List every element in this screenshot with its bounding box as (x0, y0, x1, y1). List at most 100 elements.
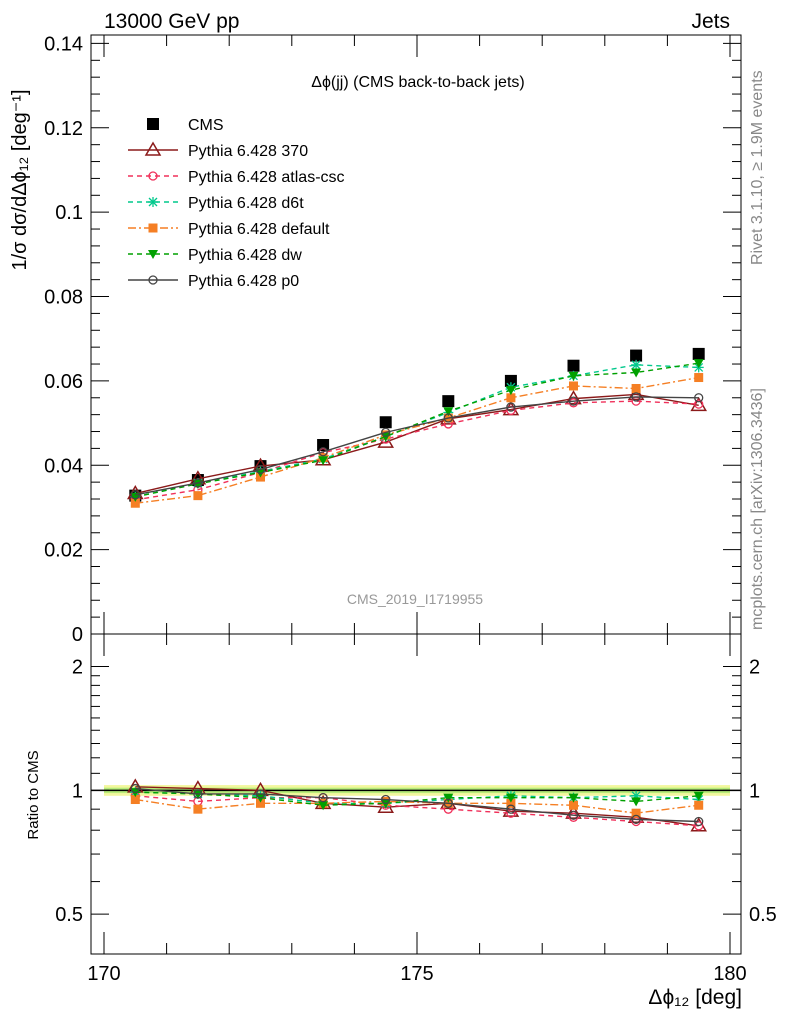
legend-entry: Pythia 6.428 atlas-csc (128, 169, 345, 186)
ratio-series-4-point (505, 793, 516, 803)
main-series-6-point (694, 393, 704, 403)
main-series-0-point (692, 347, 705, 360)
main-series-1-point (627, 385, 645, 401)
main-y-tick-label: 0.04 (44, 455, 83, 477)
ratio-series-5-point (130, 783, 140, 794)
mcplots-label: mcplots.cern.ch [arXiv:1306.3436] (749, 388, 766, 630)
main-series-4-point (506, 393, 516, 403)
main-plot-title: Δϕ(jj) (CMS back-to-back jets) (311, 74, 524, 91)
ratio-series-0-line (135, 786, 699, 827)
ratio-y-tick-label: 0.5 (55, 904, 83, 926)
ratio-series-4-point (631, 797, 642, 807)
main-series-1-line (135, 393, 699, 495)
main-series-4-line (135, 376, 699, 504)
ratio-plot-panel: 0.5 0.5 1 1 2 2 (55, 633, 777, 955)
main-series-6-point (631, 392, 641, 402)
main-y-axis-label: 1/σ dσ/dΔϕ₁₂ [deg⁻¹] (9, 89, 31, 270)
ratio-series-5-line (135, 787, 699, 823)
legend-entry: Pythia 6.428 d6t (128, 195, 304, 212)
main-series-5-point (693, 359, 704, 369)
header-right: Jets (691, 10, 730, 33)
ratio-series-4-point (318, 801, 329, 811)
main-series-0-point (567, 359, 580, 372)
ratio-series-4-point (443, 793, 454, 803)
legend-entry: CMS (147, 117, 224, 134)
main-series-4-point (130, 498, 140, 508)
ratio-series-5-point (318, 792, 328, 803)
legend-marker (148, 171, 158, 181)
ratio-y-tick-label-right: 2 (749, 657, 760, 679)
rivet-label: Rivet 3.1.10, ≥ 1.9M events (749, 70, 766, 265)
ratio-y-tick-label: 2 (72, 657, 83, 679)
ratio-series-3-point (631, 808, 641, 818)
main-series-6-point (506, 402, 516, 412)
main-series-3-point-stroke (631, 360, 641, 370)
ratio-series-5-point (568, 810, 579, 820)
legend-label: Pythia 6.428 370 (188, 143, 308, 160)
ratio-series-1-point (694, 821, 704, 831)
legend-label: Pythia 6.428 dw (188, 247, 302, 264)
ratio-series-5-point (255, 789, 266, 799)
main-series-group (126, 347, 708, 508)
main-y-tick-label: 0.14 (44, 33, 83, 55)
ratio-series-5-point (443, 798, 453, 808)
legend-marker (148, 223, 158, 233)
legend-marker (144, 141, 162, 156)
ratio-y-axis-label: Ratio to CMS (25, 750, 42, 839)
main-series-5-point (505, 386, 516, 396)
main-series-6-point (381, 427, 391, 438)
ratio-series-4-point (568, 793, 579, 803)
main-y-axis-label-text: 1/σ dσ/dΔϕ₁₂ [deg⁻¹] (9, 89, 31, 270)
main-series-5-point (318, 456, 329, 466)
header-left: 13000 GeV pp (104, 10, 239, 33)
main-series-1-point (565, 390, 582, 405)
legend-marker (147, 118, 159, 130)
main-series-6-point (130, 490, 140, 500)
main-series-6-point (568, 396, 579, 406)
legend-marker (148, 250, 158, 259)
main-series-0-point (379, 416, 392, 429)
main-series-2-line (135, 400, 699, 501)
main-y-tick-label: 0.06 (44, 371, 83, 393)
ratio-series-5-point (506, 804, 516, 814)
main-y-tick-label: 0 (72, 624, 83, 646)
main-series-3-point (631, 359, 642, 370)
ratio-y-ticks: 0.5 0.5 1 1 2 2 (55, 657, 777, 927)
main-series-5-point (631, 368, 642, 378)
main-y-tick-label: 0.1 (55, 202, 83, 224)
ratio-series-3-point (569, 800, 578, 810)
ratio-series-3-line (135, 798, 699, 814)
x-tick-labels: 170 175 180 (87, 963, 746, 985)
legend-entry: Pythia 6.428 370 (128, 141, 308, 160)
ratio-series-4-line (135, 791, 699, 806)
legend-label: Pythia 6.428 default (188, 221, 330, 238)
main-series-6-point (318, 447, 328, 457)
main-series-6-point (255, 464, 266, 475)
main-series-4-point (569, 381, 578, 391)
ratio-x-ticks (103, 634, 731, 954)
main-series-4-point (694, 373, 704, 383)
legend-label: Pythia 6.428 atlas-csc (188, 169, 345, 186)
ratio-series-3-point (506, 798, 516, 808)
ratio-y-tick-label-right: 1 (749, 780, 760, 802)
legend-label: Pythia 6.428 d6t (188, 195, 304, 212)
ratio-series-3-point (694, 800, 704, 810)
main-series-5-line (135, 362, 699, 498)
ratio-series-3-point (256, 798, 265, 808)
main-x-ticks (103, 35, 731, 634)
legend-label: Pythia 6.428 p0 (188, 273, 299, 290)
main-series-5-point (443, 407, 454, 417)
main-series-0-point (442, 395, 455, 408)
x-axis-label: Δϕ₁₂ [deg] (648, 986, 742, 1009)
ratio-series-5-point (193, 789, 203, 799)
legend-marker (148, 275, 158, 285)
main-series-0-point (630, 349, 643, 362)
main-series-4-point (631, 383, 641, 393)
main-series-2-point (694, 399, 704, 409)
ratio-series-group (126, 778, 708, 832)
main-y-tick-label: 0.02 (44, 540, 83, 562)
main-series-6-point (443, 413, 453, 423)
ratio-y-tick-label-right: 0.5 (749, 904, 777, 926)
x-tick-label: 180 (713, 963, 746, 985)
